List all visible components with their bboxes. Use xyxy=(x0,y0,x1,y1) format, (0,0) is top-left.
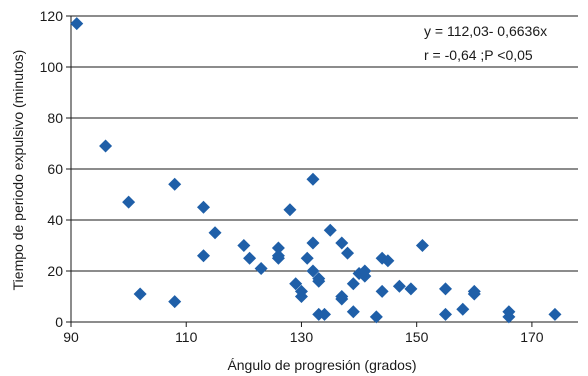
data-point-26 xyxy=(312,274,326,288)
data-point-41 xyxy=(381,254,395,268)
y-tick-label-0: 0 xyxy=(55,314,63,330)
data-point-5 xyxy=(168,177,182,191)
data-point-20 xyxy=(300,251,314,265)
data-point-43 xyxy=(404,282,418,296)
data-point-16 xyxy=(283,203,297,217)
data-point-12 xyxy=(254,261,268,275)
data-point-51 xyxy=(502,310,516,324)
data-point-10 xyxy=(237,239,251,252)
y-tick-label-80: 80 xyxy=(47,110,63,126)
x-tick-labels: 90 110 130 150 170 xyxy=(63,329,544,345)
data-point-8 xyxy=(197,249,211,263)
y-tick-label-20: 20 xyxy=(47,263,63,279)
y-tick-labels: 0 20 40 60 80 100 120 xyxy=(40,8,64,330)
data-point-22 xyxy=(306,236,320,250)
data-point-44 xyxy=(415,239,429,252)
x-tick-label-170: 170 xyxy=(520,329,544,345)
data-point-40 xyxy=(375,284,389,298)
annotation-equation: y = 112,03- 0,6636x xyxy=(424,23,547,39)
data-point-3 xyxy=(122,195,136,209)
x-tick-label-130: 130 xyxy=(290,329,314,345)
x-axis-label: Ángulo de progresión (grados) xyxy=(227,357,416,373)
data-point-9 xyxy=(208,226,222,240)
data-point-7 xyxy=(197,200,211,214)
y-tick-label-120: 120 xyxy=(40,8,64,24)
x-tick-label-90: 90 xyxy=(63,329,79,345)
data-point-29 xyxy=(335,236,349,250)
data-point-32 xyxy=(341,246,355,260)
data-point-49 xyxy=(456,302,470,316)
data-point-11 xyxy=(243,251,257,265)
data-point-42 xyxy=(392,279,406,293)
data-point-46 xyxy=(438,307,452,321)
data-point-23 xyxy=(306,264,320,278)
data-point-45 xyxy=(438,282,452,296)
y-tick-label-100: 100 xyxy=(40,59,64,75)
data-point-34 xyxy=(346,305,360,319)
data-point-28 xyxy=(323,223,337,237)
data-point-33 xyxy=(346,277,360,291)
data-point-1 xyxy=(70,17,84,31)
data-point-17 xyxy=(289,277,303,291)
gridlines xyxy=(66,15,578,327)
y-axis-label: Tiempo de periodo expulsivo (minutos) xyxy=(10,50,26,291)
data-point-37 xyxy=(358,269,372,283)
x-tick-label-150: 150 xyxy=(405,329,429,345)
data-point-4 xyxy=(133,287,147,301)
data-point-48 xyxy=(467,284,481,298)
data-point-19 xyxy=(294,290,308,303)
data-point-13 xyxy=(271,241,285,255)
data-point-2 xyxy=(99,139,113,153)
data-point-27 xyxy=(318,307,331,321)
data-point-15 xyxy=(271,249,285,263)
axes xyxy=(70,16,578,323)
data-point-6 xyxy=(168,295,182,309)
annotation-correlation: r = -0,64 ;P <0,05 xyxy=(424,47,533,63)
data-point-21 xyxy=(306,172,320,186)
data-point-38 xyxy=(369,310,383,324)
data-point-52 xyxy=(548,307,562,321)
y-tick-label-60: 60 xyxy=(47,161,63,177)
data-point-31 xyxy=(335,290,349,303)
data-points xyxy=(70,17,562,324)
x-tick-label-110: 110 xyxy=(175,329,198,345)
y-tick-label-40: 40 xyxy=(47,212,63,228)
